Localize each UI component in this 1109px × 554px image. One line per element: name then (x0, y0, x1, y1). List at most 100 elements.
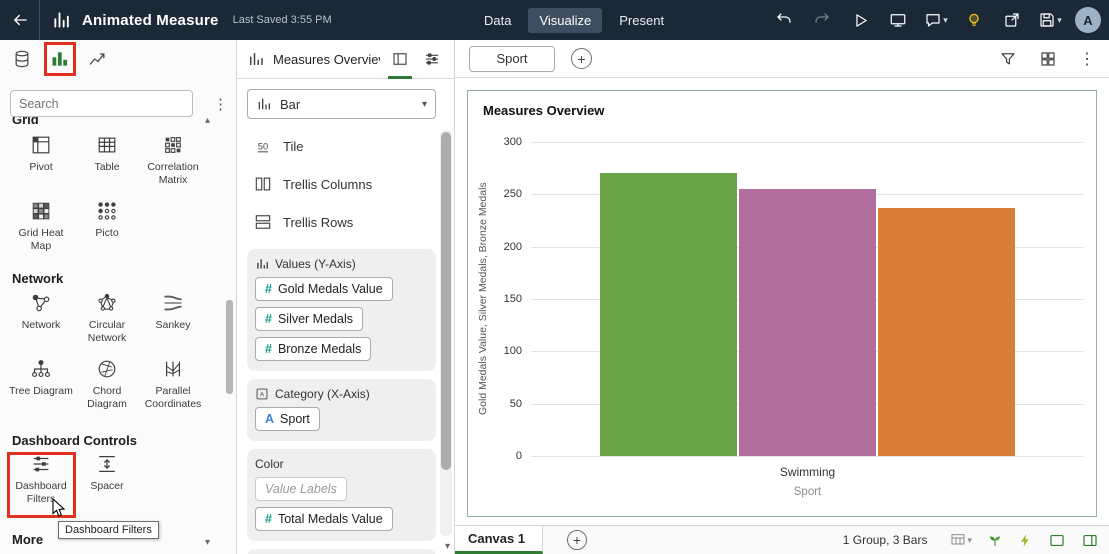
row-trellis-columns[interactable]: Trellis Columns (247, 165, 436, 203)
category-section-header: A Category (X-Axis) (255, 387, 428, 401)
bar-chart-visualization[interactable]: Measures Overview Gold Medals Value, Sil… (467, 90, 1097, 517)
grammar-panel-scrollbar[interactable] (440, 130, 452, 536)
viz-type-table[interactable]: Table (74, 134, 140, 186)
row-trellis-rows[interactable]: Trellis Rows (247, 203, 436, 241)
section-header-more: More (12, 532, 44, 547)
search-row (10, 90, 193, 117)
chart-title: Measures Overview (483, 103, 605, 118)
tab-visualize[interactable]: Visualize (528, 7, 603, 33)
color-section-header: Color (255, 457, 428, 471)
save-button[interactable]: ▾ (1037, 6, 1063, 34)
pill-gold-medals-value[interactable]: # Gold Medals Value (255, 277, 393, 301)
category-section-label: Category (X-Axis) (275, 387, 370, 401)
x-axis-label: Sport (793, 486, 822, 498)
left-panel-scrollbar[interactable] (226, 300, 233, 394)
search-input[interactable] (10, 90, 193, 117)
viz-type-dashboard-filters[interactable]: Dashboard Filters (8, 453, 74, 505)
viz-type-correlation-matrix[interactable]: Correlation Matrix (140, 134, 206, 186)
filter-bar-button[interactable] (999, 50, 1017, 68)
viz-type-picto[interactable]: Picto (74, 200, 140, 252)
viz-type-chord-diagram[interactable]: Chord Diagram (74, 358, 140, 410)
color-section: Color Value Labels # Total Medals Value (247, 449, 436, 541)
canvas-tab[interactable]: Canvas 1 (455, 526, 543, 554)
values-section-header: Values (Y-Axis) (255, 257, 428, 271)
status-bar-right: 1 Group, 3 Bars ▾ (843, 532, 1109, 549)
redo-button[interactable] (809, 6, 835, 34)
add-filter-button[interactable]: + (571, 48, 592, 69)
app-logo-icon (52, 10, 72, 30)
viz-type-circular-network[interactable]: Circular Network (74, 292, 140, 344)
scroll-up-icon[interactable]: ▴ (204, 115, 210, 126)
chart-type-value: Bar (280, 96, 301, 112)
back-button[interactable] (0, 0, 40, 40)
explain-button[interactable] (987, 532, 1003, 548)
y-axis-label: Gold Medals Value, Silver Medals, Bronze… (477, 182, 489, 416)
viz-type-label: Tree Diagram (9, 385, 73, 397)
bar-silver-medals[interactable] (739, 189, 876, 456)
data-view-button[interactable]: ▾ (950, 532, 972, 548)
advanced-analytics-button[interactable] (1018, 533, 1033, 548)
comment-icon (926, 14, 940, 27)
viz-type-pivot[interactable]: Pivot (8, 134, 74, 186)
open-window-button[interactable] (999, 6, 1025, 34)
caret-down-icon: ▾ (967, 534, 972, 545)
dashboard-filters-icon (30, 453, 52, 475)
canvas-view-1-button[interactable] (1048, 532, 1066, 549)
properties-view-button[interactable] (420, 40, 444, 79)
bar-bronze-medals[interactable] (878, 207, 1015, 456)
color-drop-target[interactable]: Value Labels (255, 477, 347, 501)
preview-button[interactable] (847, 6, 873, 34)
visualizations-tab-button[interactable] (48, 47, 72, 71)
viz-type-tree-diagram[interactable]: Tree Diagram (8, 358, 74, 410)
left-panel-tabs (0, 40, 236, 78)
grammar-view-button[interactable] (388, 40, 412, 79)
bar-gold-medals-value[interactable] (600, 173, 737, 456)
viz-type-label: Network (21, 319, 61, 331)
status-text: 1 Group, 3 Bars (842, 533, 928, 547)
add-canvas-button[interactable]: + (567, 530, 587, 550)
canvas-view-2-button[interactable] (1081, 532, 1099, 549)
scrollbar-thumb[interactable] (441, 132, 451, 470)
pill-label: Total Medals Value (277, 512, 383, 526)
filter-pill-sport[interactable]: Sport (469, 45, 555, 72)
analytics-tab-button[interactable] (86, 47, 110, 71)
gridline (531, 456, 1084, 457)
viz-type-parallel-coordinates[interactable]: Parallel Coordinates (140, 358, 206, 410)
data-tab-button[interactable] (10, 47, 34, 71)
layout-rows: 50 Tile Trellis Columns Trellis Rows (247, 127, 436, 241)
user-avatar[interactable]: A (1075, 7, 1101, 33)
present-board-button[interactable] (885, 6, 911, 34)
trellis-columns-icon (255, 177, 271, 191)
auto-insights-button[interactable] (961, 6, 987, 34)
size-section-partial (247, 549, 436, 554)
category-section: A Category (X-Axis) A Sport (247, 379, 436, 441)
dashboard-filters-tooltip: Dashboard Filters (58, 521, 159, 539)
values-axis-icon (257, 259, 268, 269)
canvas-layout-button[interactable] (1039, 50, 1057, 68)
pill-total-medals-value[interactable]: # Total Medals Value (255, 507, 393, 531)
scroll-down-icon[interactable]: ▾ (444, 541, 450, 552)
viz-type-sankey[interactable]: Sankey (140, 292, 206, 344)
panel-menu-button[interactable]: ⋮ (213, 96, 228, 113)
viz-type-grid-heat-map[interactable]: Grid Heat Map (8, 200, 74, 252)
row-label: Tile (283, 138, 304, 154)
network-section-row-2: Tree Diagram Chord Diagram Parallel Coor… (8, 358, 206, 410)
y-tick-label: 100 (503, 345, 522, 358)
table-icon (96, 134, 118, 156)
pill-silver-medals[interactable]: # Silver Medals (255, 307, 363, 331)
pill-label: Bronze Medals (277, 342, 362, 356)
undo-button[interactable] (771, 6, 797, 34)
scroll-down-icon[interactable]: ▾ (204, 537, 210, 548)
canvas-menu-button[interactable]: ⋮ (1079, 50, 1095, 68)
tab-data[interactable]: Data (484, 12, 512, 28)
bar-chart-icon (258, 98, 270, 110)
tab-present[interactable]: Present (619, 12, 665, 28)
pill-sport[interactable]: A Sport (255, 407, 320, 431)
pill-bronze-medals[interactable]: # Bronze Medals (255, 337, 372, 361)
viz-type-spacer[interactable]: Spacer (74, 453, 140, 505)
comments-button[interactable]: ▾ (923, 6, 949, 34)
grid-heat-map-icon (30, 200, 52, 222)
viz-type-network[interactable]: Network (8, 292, 74, 344)
chart-type-dropdown[interactable]: Bar ▾ (247, 89, 436, 119)
row-tile[interactable]: 50 Tile (247, 127, 436, 165)
